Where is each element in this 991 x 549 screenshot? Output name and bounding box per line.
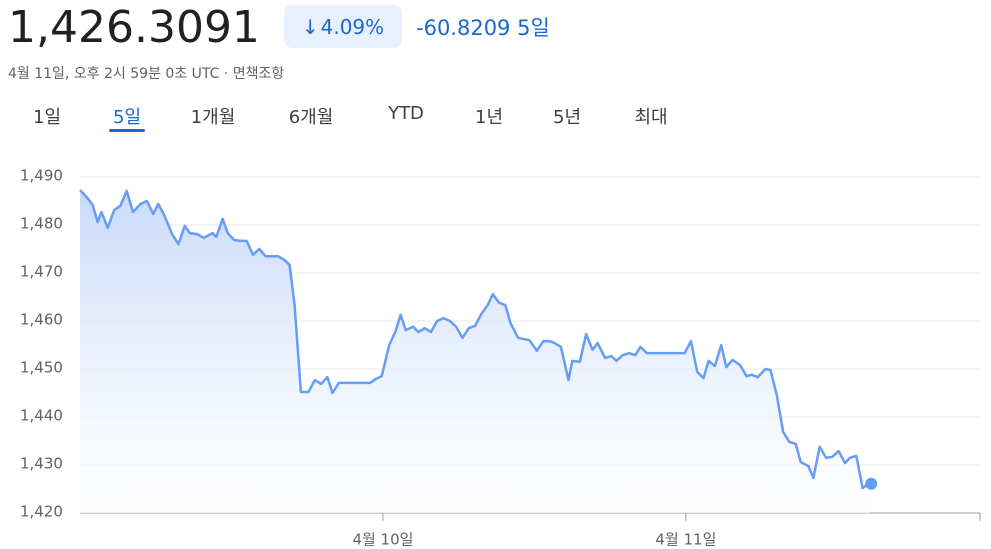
- tab[interactable]: 최대: [634, 107, 668, 128]
- y-tick-label: 1,430: [20, 455, 63, 473]
- line: [79, 189, 871, 490]
- subtitle: 4월 11일, 오후 2시 59분 0초 UTC · 면책조항: [8, 66, 285, 82]
- tab[interactable]: 5일: [112, 107, 142, 128]
- change: -60.8209 5일: [416, 12, 550, 42]
- y-tick-label: 1,480: [20, 215, 63, 233]
- change-value: -60.8209: [416, 16, 511, 40]
- y-tick-label: 1,420: [20, 503, 63, 521]
- price: 1,426.3091: [8, 2, 260, 53]
- y-tick-label: 1,470: [20, 263, 63, 281]
- tab-underline: [109, 129, 145, 132]
- tab[interactable]: 6개월: [288, 107, 334, 128]
- chart: 1,420 1,430 1,440 1,450 1,460 1,470 1,480 1,490…: [20, 167, 981, 549]
- down-arrow: ↓: [301, 14, 319, 39]
- tab[interactable]: 1년: [474, 107, 504, 128]
- y-tick-label: 1,490: [20, 167, 63, 185]
- x-tick-label: 4월 11일: [655, 531, 716, 549]
- area: [80, 189, 871, 513]
- last-point: [865, 477, 878, 490]
- tab[interactable]: 5년: [552, 107, 582, 128]
- change-percent: 4.09%: [320, 14, 385, 39]
- x-tick-label: 4월 10일: [352, 531, 413, 549]
- tab[interactable]: 1일: [32, 107, 62, 128]
- period: 5일: [517, 16, 550, 40]
- tab[interactable]: 1개월: [190, 107, 236, 128]
- y-tick-label: 1,440: [20, 407, 63, 425]
- tab[interactable]: YTD: [388, 103, 424, 124]
- y-tick-label: 1,460: [20, 311, 63, 329]
- change-badge: ↓ 4.09%: [284, 5, 402, 48]
- y-tick-label: 1,450: [20, 359, 63, 377]
